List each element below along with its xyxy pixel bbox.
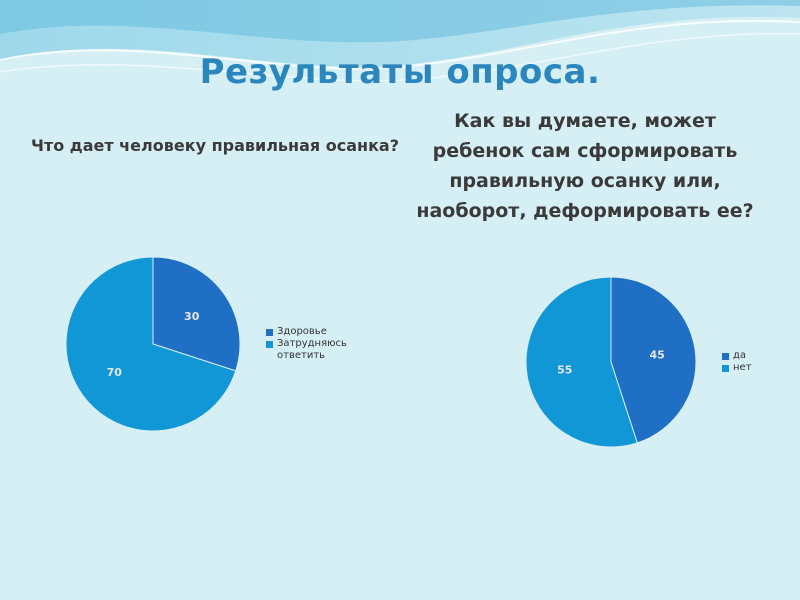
pie-slice [525, 276, 638, 448]
question-left: Что дает человеку правильная осанка? [31, 136, 399, 155]
pie-data-label: 70 [107, 366, 123, 379]
legend-left: Здоровье Затрудняюсь ответить [266, 326, 366, 362]
legend-label: Здоровье [277, 326, 327, 337]
pie-slice [65, 256, 237, 432]
legend-swatch [722, 353, 729, 360]
pie-data-label: 30 [184, 310, 200, 323]
legend-right: да нет [722, 350, 762, 374]
legend-item: нет [722, 362, 762, 374]
legend-item: Затрудняюсь ответить [266, 338, 366, 362]
pie-data-label: 55 [557, 363, 572, 376]
pie-slice [610, 276, 697, 444]
pie-data-label: 45 [650, 349, 665, 362]
legend-label: Затрудняюсь ответить [277, 338, 347, 361]
legend-swatch [722, 365, 729, 372]
slide-title: Результаты опроса. [199, 52, 601, 92]
legend-item: Здоровье [266, 326, 366, 338]
legend-label: да [733, 350, 747, 361]
question-right: Как вы думаете, может ребенок сам сформи… [416, 110, 754, 222]
pie-slice [152, 256, 241, 372]
legend-item: да [722, 350, 762, 362]
legend-swatch [266, 329, 273, 336]
legend-swatch [266, 341, 273, 348]
legend-label: нет [733, 362, 752, 373]
